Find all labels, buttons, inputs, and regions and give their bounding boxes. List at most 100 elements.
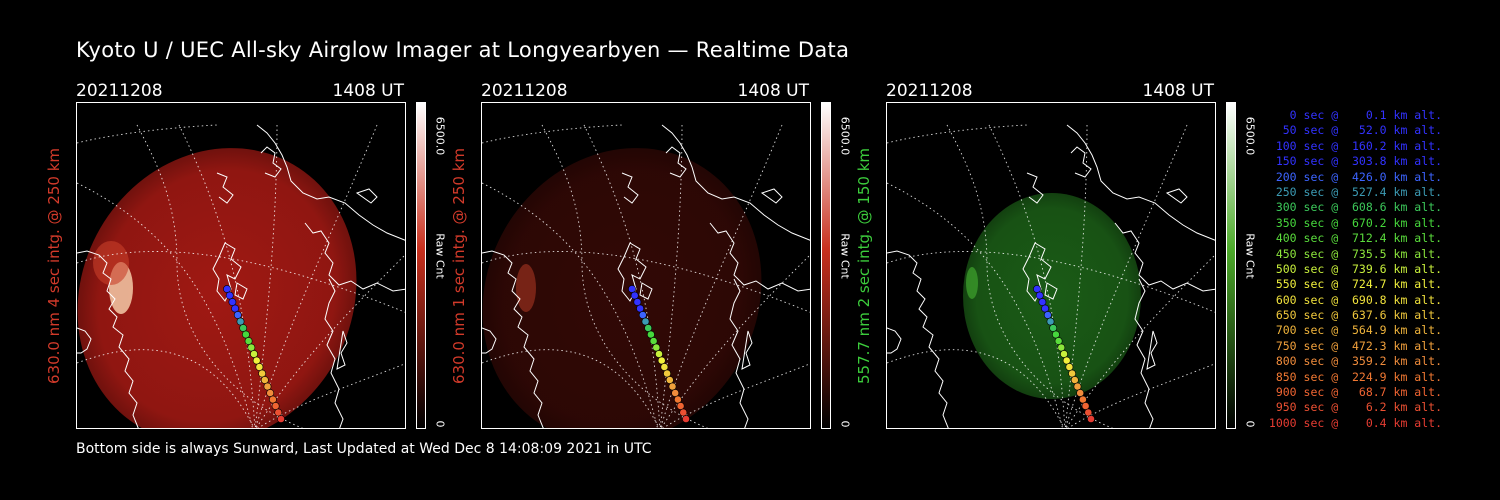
page-title: Kyoto U / UEC All-sky Airglow Imager at …	[76, 38, 850, 62]
latlon-grid-line	[77, 124, 218, 144]
latlon-grid-line	[946, 124, 1114, 428]
latlon-grid-line	[254, 124, 278, 428]
colorbar-unit-label: Raw Cnt	[433, 233, 447, 279]
trajectory-point	[1033, 285, 1041, 293]
coastline	[324, 278, 344, 428]
trajectory-point	[1076, 389, 1085, 397]
trajectory-point	[657, 356, 666, 365]
aurora-bright-spot	[516, 264, 536, 312]
trajectory-point	[655, 350, 663, 358]
coastline	[304, 222, 405, 292]
trajectory-point	[676, 402, 685, 410]
legend-entry: 700 sec @ 564.9 km alt.	[1268, 323, 1442, 338]
colorbar	[1226, 102, 1236, 429]
colorbar-max-label: 6500.0	[1243, 116, 1257, 156]
panel-date: 20211208	[76, 81, 163, 101]
trajectory-point	[260, 376, 269, 384]
colorbar	[416, 102, 426, 429]
legend-entry: 50 sec @ 52.0 km alt.	[1268, 123, 1442, 138]
latlon-grid-line	[659, 124, 683, 428]
trajectory-point	[649, 337, 658, 345]
legend-entry: 1000 sec @ 0.4 km alt.	[1268, 415, 1442, 430]
airglow-disc	[963, 193, 1141, 399]
trajectory-point	[274, 408, 283, 417]
coastline	[1146, 330, 1158, 370]
trajectory-point	[231, 304, 239, 313]
legend-entry: 400 sec @ 712.4 km alt.	[1268, 231, 1442, 246]
colorbar-unit-label: Raw Cnt	[1243, 233, 1257, 279]
trajectory-point	[636, 304, 644, 313]
trajectory-point	[258, 369, 266, 378]
legend-entry: 250 sec @ 527.4 km alt.	[1268, 184, 1442, 199]
coastline	[621, 172, 639, 204]
allsky-panel-3: 20211208 1408 UT 557.7 nm 2 sec intg. @ …	[855, 80, 1306, 440]
legend-entry: 900 sec @ 68.7 km alt.	[1268, 385, 1442, 400]
latlon-grid-line	[1067, 363, 1215, 428]
coastline	[1070, 146, 1092, 178]
legend-entry: 850 sec @ 224.9 km alt.	[1268, 369, 1442, 384]
trajectory-point	[644, 324, 653, 332]
trajectory-point	[1057, 343, 1066, 352]
trajectory-point	[241, 330, 250, 339]
coastline	[482, 250, 544, 428]
coastline	[741, 330, 753, 370]
legend-entry: 450 sec @ 735.5 km alt.	[1268, 246, 1442, 261]
trajectory-point	[628, 285, 636, 293]
trajectory-point	[277, 415, 285, 423]
trajectory-point	[250, 350, 258, 358]
trajectory-point	[1084, 408, 1093, 417]
coastline	[1044, 282, 1058, 300]
airglow-disc	[77, 148, 357, 428]
latlon-grid-line	[178, 124, 256, 428]
coastline	[355, 188, 378, 204]
latlon-grid-line	[255, 254, 405, 428]
coastline	[1022, 242, 1052, 302]
coastline	[1134, 278, 1154, 428]
latlon-grid-line	[660, 254, 810, 428]
coastline	[260, 146, 282, 178]
trajectory-point	[1073, 382, 1082, 391]
allsky-panel-2: 20211208 1408 UT 630.0 nm 1 sec intg. @ …	[450, 80, 901, 440]
latlon-grid-line	[1064, 124, 1088, 428]
trajectory-point	[252, 356, 261, 365]
trajectory-point	[225, 291, 234, 300]
colorbar-unit-label: Raw Cnt	[838, 233, 852, 279]
trajectory-point	[1035, 291, 1044, 300]
trajectory-point	[271, 402, 280, 410]
trajectory-point	[1065, 363, 1074, 371]
panel-date: 20211208	[481, 81, 568, 101]
coastline	[661, 124, 810, 241]
panel-date: 20211208	[886, 81, 973, 101]
colorbar-min-label: 0	[838, 420, 852, 428]
legend-entry: 600 sec @ 690.8 km alt.	[1268, 292, 1442, 307]
panel-time: 1408 UT	[332, 81, 405, 101]
trajectory-point	[679, 408, 688, 417]
latlon-grid-line	[887, 124, 1028, 144]
coastline	[709, 222, 810, 292]
trajectory-point	[223, 285, 231, 293]
latlon-grid-line	[257, 363, 405, 428]
legend-entry: 550 sec @ 724.7 km alt.	[1268, 277, 1442, 292]
trajectory-point	[239, 324, 248, 332]
legend-entry: 500 sec @ 739.6 km alt.	[1268, 261, 1442, 276]
trajectory-point	[1068, 369, 1076, 378]
trajectory-point	[633, 298, 642, 306]
trajectory-point	[652, 343, 661, 352]
trajectory-point	[1054, 337, 1063, 345]
coastline	[234, 282, 248, 300]
latlon-grid-line	[1065, 254, 1215, 428]
latlon-grid-line	[136, 124, 304, 428]
trajectory-point	[660, 363, 669, 371]
trajectory-point	[1049, 324, 1058, 332]
trajectory-point	[630, 291, 639, 300]
trajectory-point	[255, 363, 264, 371]
coastline	[1026, 172, 1044, 204]
trajectory-point	[236, 317, 245, 326]
trajectory-point	[1046, 317, 1055, 326]
coastline	[639, 282, 653, 300]
latlon-grid-line	[541, 124, 709, 428]
panel-time: 1408 UT	[1142, 81, 1215, 101]
legend-entry: 200 sec @ 426.0 km alt.	[1268, 169, 1442, 184]
coastline	[1114, 222, 1215, 292]
allsky-image	[76, 102, 406, 429]
